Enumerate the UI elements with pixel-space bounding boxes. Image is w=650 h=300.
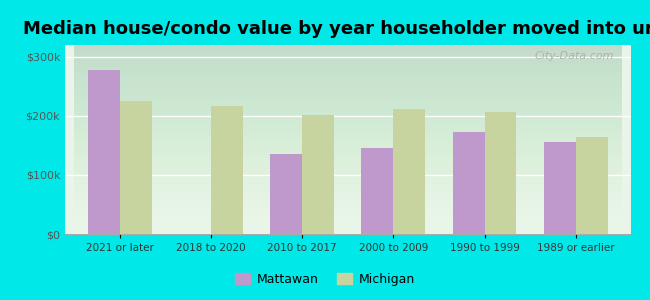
Bar	[211, 106, 243, 234]
Bar	[393, 109, 425, 234]
Bar	[361, 148, 393, 234]
Bar	[452, 132, 484, 234]
Bar	[88, 70, 120, 234]
Bar	[484, 112, 517, 234]
Bar	[302, 115, 334, 234]
Bar	[270, 154, 302, 234]
Text: City-Data.com: City-Data.com	[534, 51, 614, 61]
Bar	[576, 136, 608, 234]
Legend: Mattawan, Michigan: Mattawan, Michigan	[230, 268, 420, 291]
Bar	[120, 101, 151, 234]
Title: Median house/condo value by year householder moved into unit: Median house/condo value by year househo…	[23, 20, 650, 38]
Bar	[544, 142, 576, 234]
